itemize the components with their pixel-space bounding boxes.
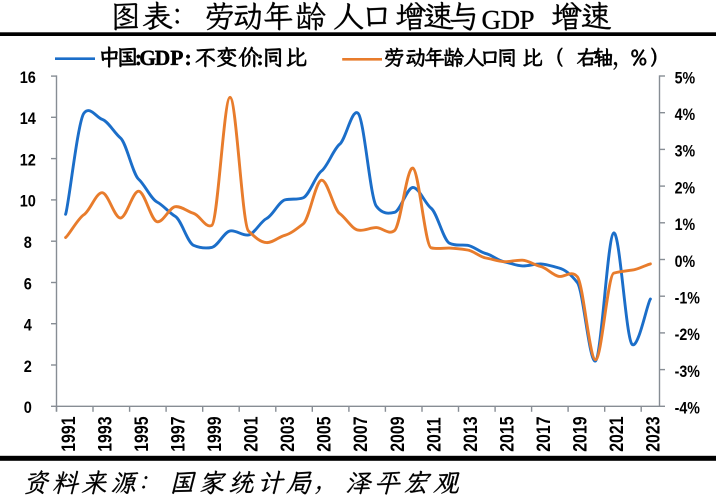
svg-text:8: 8 <box>24 234 32 252</box>
svg-text:-4%: -4% <box>675 400 700 418</box>
svg-text:-3%: -3% <box>675 363 700 381</box>
svg-text:4%: 4% <box>675 106 696 124</box>
svg-text:2013: 2013 <box>459 416 481 452</box>
svg-text:2003: 2003 <box>277 416 299 452</box>
svg-text:1995: 1995 <box>131 416 153 452</box>
svg-text:2015: 2015 <box>496 416 518 452</box>
svg-text:6: 6 <box>24 275 32 293</box>
svg-text:2: 2 <box>24 358 32 376</box>
svg-text:1991: 1991 <box>57 416 79 452</box>
svg-text:2007: 2007 <box>350 416 372 451</box>
svg-text:1997: 1997 <box>167 416 189 451</box>
svg-text:2019: 2019 <box>569 416 591 452</box>
svg-text:0: 0 <box>24 399 32 417</box>
svg-text:0%: 0% <box>675 253 696 271</box>
svg-text:-1%: -1% <box>675 289 700 307</box>
svg-text:2001: 2001 <box>240 416 262 452</box>
svg-text:-2%: -2% <box>675 326 700 344</box>
svg-text:2021: 2021 <box>606 416 628 452</box>
svg-text:10: 10 <box>20 193 36 211</box>
svg-text:1%: 1% <box>675 216 696 234</box>
svg-text:2%: 2% <box>675 179 696 197</box>
svg-text:14: 14 <box>20 110 36 128</box>
svg-text:2009: 2009 <box>386 416 408 452</box>
svg-text:3%: 3% <box>675 143 696 161</box>
svg-text:1993: 1993 <box>94 416 116 452</box>
svg-text:12: 12 <box>20 151 36 169</box>
svg-text:2005: 2005 <box>313 416 335 452</box>
svg-text:16: 16 <box>20 69 36 87</box>
svg-text:4: 4 <box>24 317 32 335</box>
svg-text:1999: 1999 <box>204 416 226 452</box>
svg-text:5%: 5% <box>675 69 696 87</box>
svg-text:2011: 2011 <box>423 417 445 452</box>
svg-text:2023: 2023 <box>642 416 664 452</box>
svg-text:2017: 2017 <box>533 416 555 451</box>
